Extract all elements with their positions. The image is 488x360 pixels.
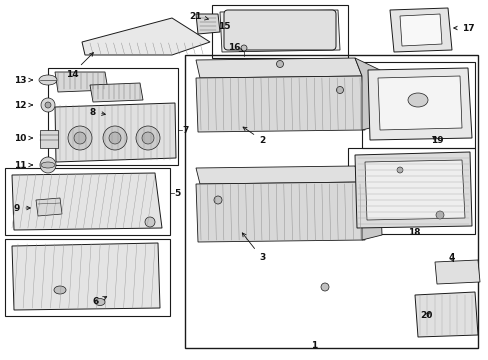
Polygon shape [354, 152, 471, 228]
Circle shape [320, 283, 328, 291]
Circle shape [214, 196, 222, 204]
Bar [347, 148, 474, 234]
Ellipse shape [39, 75, 57, 85]
Polygon shape [389, 8, 451, 52]
Circle shape [336, 86, 343, 94]
Polygon shape [55, 103, 176, 162]
Circle shape [40, 157, 56, 173]
Polygon shape [354, 58, 381, 130]
Polygon shape [12, 243, 160, 310]
Text: 2: 2 [243, 127, 264, 144]
Text: 3: 3 [242, 233, 264, 262]
Circle shape [109, 132, 121, 144]
Ellipse shape [407, 93, 427, 107]
Bar [184, 55, 477, 348]
Text: 13: 13 [14, 76, 32, 85]
Bar [5, 168, 170, 235]
Polygon shape [196, 58, 361, 78]
FancyBboxPatch shape [224, 10, 335, 50]
Polygon shape [367, 68, 471, 140]
Polygon shape [196, 76, 364, 132]
Text: 10: 10 [14, 134, 32, 143]
Polygon shape [414, 292, 477, 337]
Bar [48, 68, 178, 165]
Text: 15: 15 [218, 22, 230, 31]
Bar [212, 5, 347, 58]
Polygon shape [196, 182, 364, 242]
Text: 1: 1 [310, 342, 317, 351]
Text: 17: 17 [453, 23, 474, 32]
Text: 11: 11 [14, 161, 32, 170]
Polygon shape [399, 14, 441, 46]
Circle shape [435, 211, 443, 219]
Polygon shape [220, 10, 339, 52]
Bar [361, 62, 474, 148]
Polygon shape [36, 198, 62, 216]
Text: 9: 9 [14, 203, 30, 212]
Text: 21: 21 [189, 12, 208, 21]
Circle shape [136, 126, 160, 150]
Text: 16: 16 [227, 42, 243, 52]
Circle shape [110, 110, 116, 116]
Circle shape [45, 102, 51, 108]
Text: 14: 14 [65, 53, 93, 78]
Polygon shape [364, 160, 464, 220]
Text: 6: 6 [93, 297, 106, 306]
Polygon shape [434, 260, 479, 284]
Polygon shape [354, 166, 381, 240]
Bar [40, 130, 58, 148]
Circle shape [103, 126, 127, 150]
Polygon shape [196, 166, 361, 184]
Polygon shape [377, 76, 461, 130]
Circle shape [276, 60, 283, 68]
Polygon shape [196, 14, 220, 34]
Text: 7: 7 [182, 126, 188, 135]
Polygon shape [12, 173, 162, 230]
Text: 5: 5 [174, 189, 180, 198]
Text: 18: 18 [407, 228, 419, 237]
Circle shape [107, 107, 119, 119]
Text: 8: 8 [90, 108, 105, 117]
Ellipse shape [54, 286, 66, 294]
Polygon shape [82, 18, 209, 55]
Text: 19: 19 [430, 135, 443, 144]
Bar [5, 239, 170, 316]
Text: 20: 20 [419, 311, 431, 320]
Circle shape [142, 132, 154, 144]
Circle shape [396, 167, 402, 173]
Text: 4: 4 [448, 253, 454, 262]
Ellipse shape [41, 162, 55, 168]
Ellipse shape [95, 298, 105, 306]
Circle shape [241, 45, 246, 51]
Polygon shape [55, 72, 108, 92]
Circle shape [68, 126, 92, 150]
Circle shape [74, 132, 86, 144]
Circle shape [145, 217, 155, 227]
Circle shape [41, 98, 55, 112]
Text: 12: 12 [14, 100, 32, 109]
Polygon shape [90, 83, 142, 102]
